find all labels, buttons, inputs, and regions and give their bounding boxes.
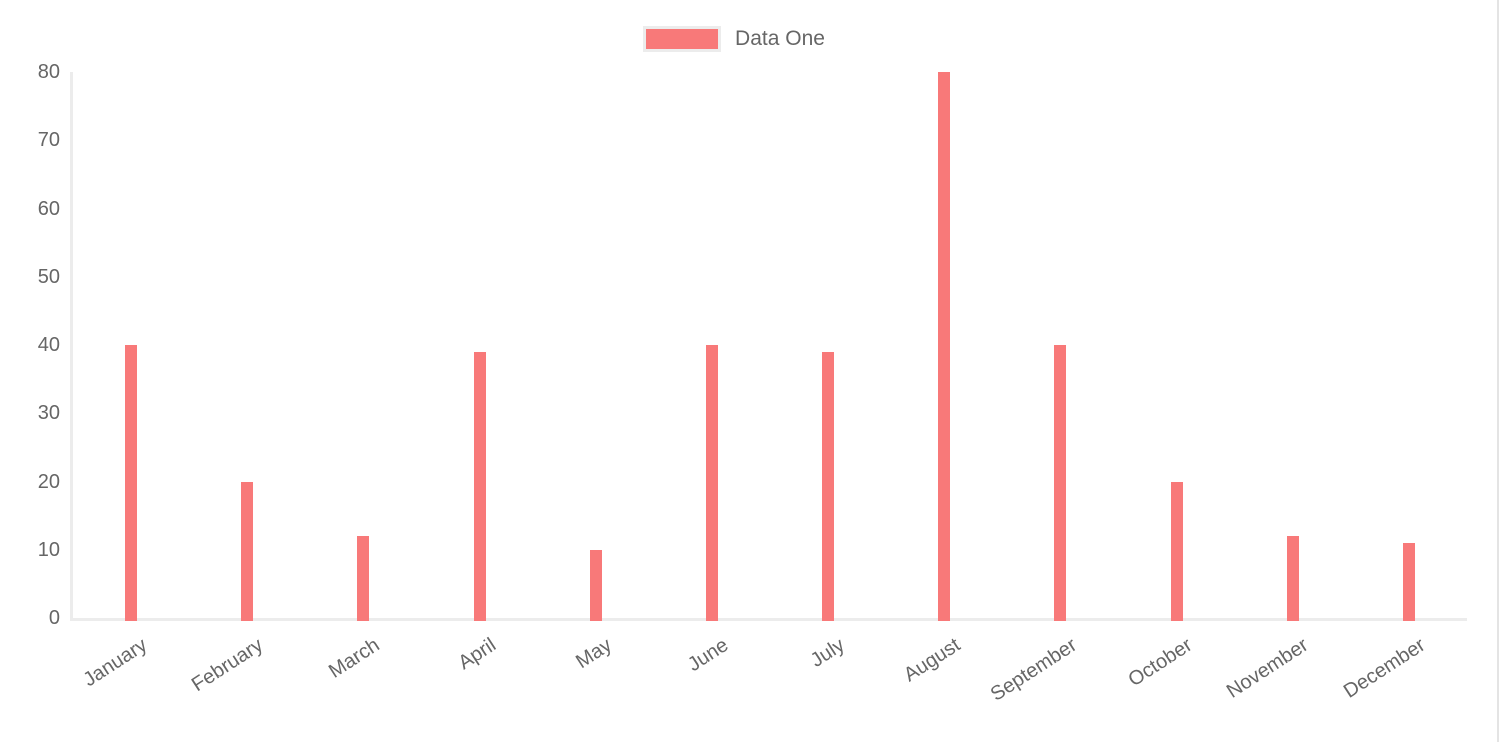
- y-axis-tick-label: 40: [37, 334, 60, 356]
- bar-november[interactable]: [1286, 536, 1299, 621]
- x-axis-label-december: December: [1339, 634, 1429, 703]
- y-axis-tick-label: 70: [37, 129, 60, 152]
- bar-december[interactable]: [1402, 542, 1415, 621]
- bar-september[interactable]: [1054, 345, 1067, 621]
- x-axis-label-november: November: [1223, 634, 1313, 703]
- x-axis-label-february: February: [188, 634, 268, 697]
- x-axis-label-march: March: [324, 634, 384, 683]
- y-axis-tick-label: 0: [48, 607, 60, 629]
- y-axis-tick-label: 60: [37, 197, 60, 220]
- bar-march[interactable]: [357, 536, 370, 621]
- legend-item-data-one[interactable]: Data One: [643, 26, 825, 52]
- bar-chart-plot-area: 0 10 20 30 40 50 60 70 80 January February March Ap…: [38, 62, 1467, 706]
- legend-swatch-icon: [643, 26, 722, 52]
- x-axis-label-september: September: [986, 634, 1081, 706]
- x-axis-line: [70, 618, 1467, 621]
- y-axis-tick-label: 50: [37, 265, 60, 288]
- y-axis-tick-label: 30: [37, 402, 60, 425]
- y-axis-tick-label: 10: [37, 538, 60, 561]
- x-axis-label-june: June: [683, 634, 732, 677]
- chart-legend: Data One: [0, 26, 1468, 52]
- bar-april[interactable]: [473, 351, 486, 621]
- x-axis-label-may: May: [572, 634, 616, 674]
- bar-october[interactable]: [1170, 481, 1183, 621]
- y-axis-tick-label: 20: [37, 470, 60, 493]
- legend-label: Data One: [735, 26, 825, 50]
- y-axis-line: [70, 72, 73, 621]
- y-axis-tick-label: 80: [37, 61, 60, 83]
- x-axis-label-august: August: [900, 634, 965, 687]
- bar-february[interactable]: [241, 481, 254, 621]
- bar-july[interactable]: [822, 351, 835, 621]
- bar-june[interactable]: [705, 345, 718, 621]
- bar-august[interactable]: [938, 72, 951, 621]
- x-axis-label-july: July: [806, 634, 849, 672]
- page-right-edge: [1497, 0, 1499, 742]
- x-axis-label-january: January: [79, 634, 152, 692]
- x-axis-label-october: October: [1124, 634, 1197, 692]
- x-axis-label-april: April: [454, 634, 500, 675]
- bar-may[interactable]: [589, 549, 602, 621]
- bar-january[interactable]: [125, 345, 138, 621]
